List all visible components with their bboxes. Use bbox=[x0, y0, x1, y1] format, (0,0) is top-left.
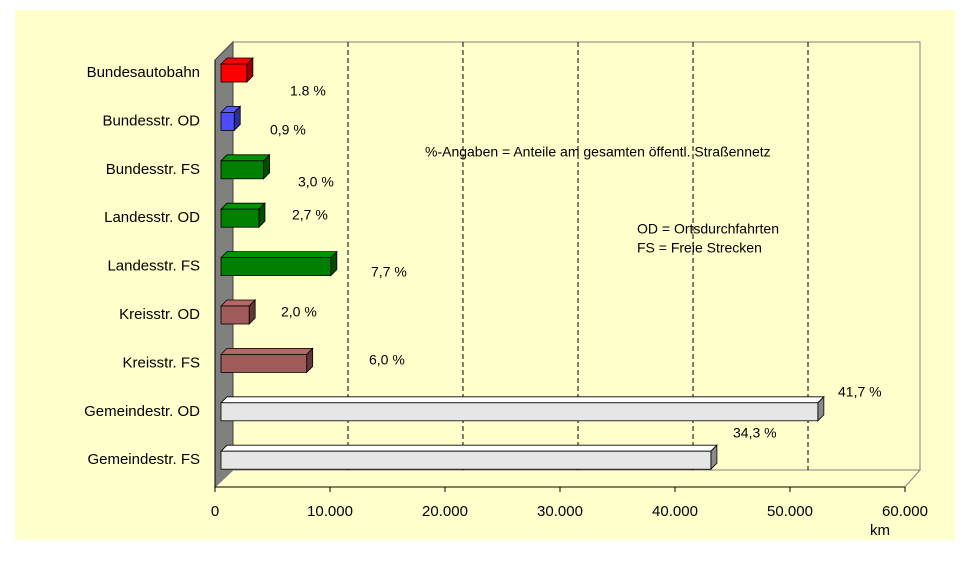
share-label: 1.8 % bbox=[290, 83, 326, 99]
bar bbox=[220, 153, 271, 180]
share-label: 7,7 % bbox=[371, 264, 407, 280]
x-axis-label: km bbox=[870, 522, 890, 539]
bar-front bbox=[220, 160, 264, 180]
bar bbox=[220, 105, 242, 132]
y-tick-label: Bundesstr. OD bbox=[102, 112, 200, 129]
floor bbox=[213, 469, 922, 488]
bar bbox=[220, 347, 314, 374]
bar bbox=[220, 202, 266, 229]
x-tick-label: 0 bbox=[211, 503, 219, 520]
share-label: 34,3 % bbox=[733, 425, 777, 441]
bar bbox=[220, 57, 254, 83]
bar-front bbox=[220, 450, 712, 470]
x-tick-label: 20.000 bbox=[422, 503, 468, 520]
y-tick-label: Kreisstr. FS bbox=[122, 354, 200, 371]
x-tick-label: 40.000 bbox=[652, 503, 698, 520]
y-tick-label: Kreisstr. OD bbox=[119, 306, 200, 323]
bar-top bbox=[220, 202, 266, 210]
bar-top bbox=[220, 396, 825, 404]
bar-front bbox=[220, 402, 819, 422]
bar-front bbox=[220, 63, 248, 83]
y-tick-label: Landesstr. FS bbox=[107, 258, 200, 275]
y-tick-label: Gemeindestr. OD bbox=[84, 403, 200, 420]
bar-front bbox=[220, 305, 250, 325]
share-label: 3,0 % bbox=[298, 174, 334, 190]
share-label: 0,9 % bbox=[270, 122, 306, 138]
bar-top bbox=[220, 347, 314, 355]
annotation: OD = Ortsdurchfahrten bbox=[637, 221, 779, 237]
bar bbox=[220, 444, 718, 471]
bar bbox=[220, 395, 825, 422]
share-label: 2,0 % bbox=[281, 304, 317, 320]
bar-front bbox=[220, 208, 260, 228]
bar-front bbox=[220, 257, 332, 277]
share-label: 6,0 % bbox=[369, 352, 405, 368]
share-label: 2,7 % bbox=[292, 207, 328, 223]
annotation: %-Angaben = Anteile am gesamten öffentl.… bbox=[425, 144, 771, 160]
annotation: FS = Freie Strecken bbox=[637, 240, 762, 256]
x-tick-label: 60.000 bbox=[882, 503, 928, 520]
y-tick-label: Landesstr. OD bbox=[104, 209, 200, 226]
bar-front bbox=[220, 353, 308, 373]
y-tick-label: Gemeindestr. FS bbox=[87, 451, 200, 468]
y-tick-label: Bundesstr. FS bbox=[106, 161, 200, 178]
bar bbox=[220, 250, 338, 277]
bar-top bbox=[220, 251, 338, 259]
x-tick-label: 10.000 bbox=[307, 503, 353, 520]
x-tick-label: 50.000 bbox=[767, 503, 813, 520]
bar-front bbox=[220, 112, 235, 131]
x-tick-label: 30.000 bbox=[537, 503, 583, 520]
bar bbox=[220, 299, 257, 325]
bar-top bbox=[220, 154, 271, 162]
bar-top bbox=[220, 444, 718, 452]
y-tick-label: Bundesautobahn bbox=[87, 64, 200, 81]
share-label: 41,7 % bbox=[838, 384, 882, 400]
